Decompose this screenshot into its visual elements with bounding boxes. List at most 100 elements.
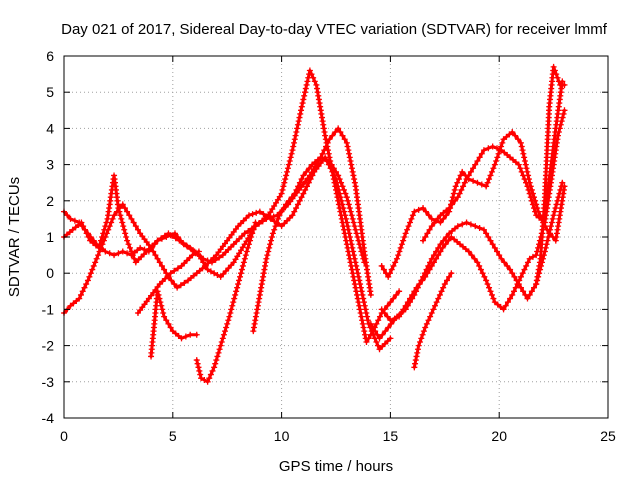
data-point (93, 255, 100, 262)
y-tick-label: 4 (46, 120, 54, 136)
data-point (178, 262, 185, 269)
marker-run (130, 219, 141, 233)
data-point (420, 237, 427, 244)
marker-run (454, 172, 464, 186)
marker-run (106, 250, 113, 257)
data-point (132, 259, 139, 266)
marker-run (379, 328, 389, 338)
x-tick-labels: 0 5 10 15 20 25 (60, 428, 616, 444)
y-tick-label: 1 (46, 229, 54, 245)
marker-run (440, 234, 450, 244)
marker-run (379, 338, 391, 350)
data-point (111, 252, 118, 259)
marker-run (348, 266, 363, 309)
marker-run (476, 262, 488, 280)
data-point (128, 215, 135, 222)
data-point (256, 291, 263, 298)
marker-run (555, 110, 567, 136)
data-point (356, 306, 363, 313)
marker-run (267, 193, 283, 216)
marker-run (548, 136, 561, 179)
data-point (326, 136, 333, 143)
marker-run (430, 244, 442, 259)
marker-run (340, 223, 354, 266)
marker-run (468, 252, 478, 262)
data-point (483, 277, 490, 284)
x-tick-label: 25 (600, 428, 616, 444)
marker-run (474, 150, 485, 164)
data-point (561, 81, 568, 88)
marker-run (232, 244, 246, 263)
marker-run (207, 268, 221, 279)
marker-run (291, 194, 305, 215)
data-point (102, 234, 109, 240)
marker-run (148, 283, 161, 299)
marker-run (303, 165, 313, 175)
marker-run (250, 295, 263, 331)
marker-run (115, 250, 122, 257)
marker-run (111, 176, 121, 208)
marker-run (440, 212, 450, 222)
data-point (385, 273, 392, 280)
marker-run (510, 277, 523, 295)
data-point (226, 313, 233, 320)
series-11 (411, 270, 455, 371)
data-point (480, 226, 487, 233)
data-point (376, 346, 383, 353)
grid-layer (64, 56, 608, 418)
marker-run (64, 212, 71, 219)
data-point (413, 284, 420, 291)
data-point (428, 223, 435, 230)
y-tick-label: -1 (42, 301, 55, 317)
marker-run (412, 346, 421, 367)
marker-run (527, 183, 541, 212)
data-point (76, 219, 83, 226)
x-tick-label: 15 (383, 428, 399, 444)
data-point (119, 201, 126, 208)
marker-run (182, 333, 189, 340)
data-point (84, 230, 91, 237)
marker-run (311, 156, 321, 166)
marker-run (260, 211, 271, 220)
data-point (289, 147, 296, 154)
marker-run (71, 217, 78, 224)
marker-run (353, 186, 367, 251)
data-point (343, 219, 350, 226)
data-point (278, 223, 285, 230)
marker-run (536, 214, 545, 224)
marker-run (222, 243, 235, 256)
marker-run (386, 259, 399, 277)
data-point (422, 273, 429, 280)
marker-run (369, 324, 381, 338)
data-point (193, 331, 200, 338)
data-point (483, 183, 490, 190)
x-tick-label: 10 (274, 428, 290, 444)
marker-run (245, 225, 255, 234)
marker-run (465, 165, 477, 179)
marker-run (168, 277, 178, 288)
marker-run (459, 243, 469, 253)
marker-run (227, 284, 241, 317)
data-point (463, 176, 470, 183)
marker-run (212, 346, 223, 367)
marker-run (423, 313, 434, 327)
data-point (235, 281, 242, 288)
data-point (111, 212, 118, 219)
data-point (198, 375, 205, 382)
marker-run (328, 161, 339, 175)
data-point (387, 299, 394, 306)
marker-run (205, 254, 217, 267)
data-point (376, 335, 383, 342)
data-point (269, 230, 276, 237)
marker-run (416, 277, 426, 288)
data-point (435, 295, 442, 302)
marker-run (212, 254, 223, 263)
marker-run (483, 230, 494, 244)
marker-run (77, 281, 90, 298)
data-point (559, 179, 566, 186)
data-point (524, 183, 531, 190)
marker-run (406, 288, 418, 302)
marker-run (509, 156, 519, 166)
tick-layer (63, 55, 609, 419)
marker-run (226, 226, 239, 241)
